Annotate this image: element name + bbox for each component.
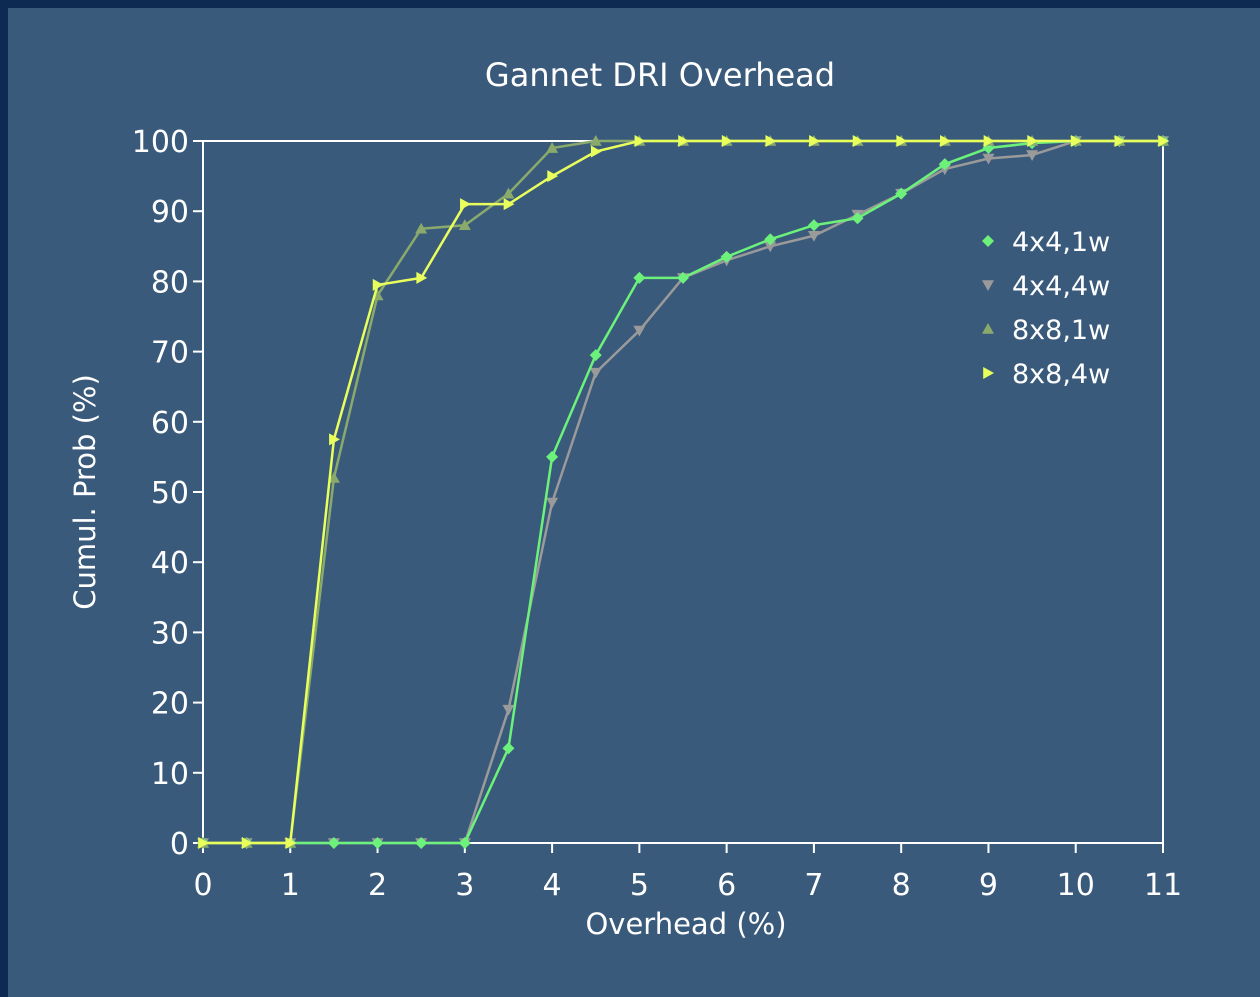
legend-marker	[982, 323, 994, 334]
data-point	[547, 170, 559, 183]
data-point	[1114, 135, 1126, 147]
data-point	[415, 222, 428, 234]
data-point	[327, 837, 340, 849]
x-tick-label: 7	[804, 868, 823, 903]
data-point	[589, 349, 602, 362]
data-point	[851, 212, 864, 225]
data-point	[503, 198, 515, 211]
legend-label: 4x4,1w	[1012, 227, 1110, 258]
data-point	[502, 704, 515, 716]
y-tick-label: 70	[151, 336, 189, 371]
data-point	[634, 135, 646, 147]
data-point	[721, 135, 733, 147]
data-point	[940, 135, 951, 147]
legend-marker	[983, 367, 994, 379]
data-point	[589, 135, 602, 146]
y-tick-label: 0	[170, 827, 189, 862]
x-tick-label: 10	[1057, 868, 1095, 903]
data-point	[852, 135, 864, 147]
data-point	[982, 153, 995, 165]
data-point	[895, 187, 908, 200]
data-point	[241, 837, 253, 849]
chart-title: Gannet DRI Overhead	[485, 56, 835, 94]
y-tick-label: 50	[151, 476, 189, 511]
legend: 4x4,1w 4x4,4w 8x8,1w 8x8,4w	[982, 227, 1110, 390]
legend-marker	[982, 280, 994, 291]
data-point	[372, 278, 384, 291]
y-tick-label: 80	[151, 265, 189, 300]
data-point	[198, 837, 209, 849]
data-point	[938, 158, 951, 171]
y-tick-label: 20	[151, 687, 189, 722]
x-tick-label: 11	[1144, 868, 1182, 903]
data-point	[329, 433, 340, 446]
chart-background	[8, 8, 1260, 997]
data-point	[764, 241, 777, 253]
data-point	[1026, 150, 1039, 162]
y-tick-label: 30	[151, 616, 189, 651]
data-point	[807, 230, 820, 242]
y-tick-label: 40	[151, 546, 189, 581]
data-point	[983, 135, 995, 147]
x-tick-label: 8	[892, 868, 911, 903]
y-tick-label: 100	[132, 125, 189, 160]
data-point	[590, 145, 602, 158]
x-axis-title: Overhead (%)	[585, 907, 786, 941]
y-axis-title: Cumul. Prob (%)	[68, 374, 102, 610]
data-point	[546, 450, 559, 463]
series-8x8,4w	[198, 135, 1169, 849]
data-point	[589, 367, 602, 379]
data-point	[371, 837, 384, 849]
data-point	[809, 135, 820, 147]
y-tick-label: 90	[151, 195, 189, 230]
series-4x4,1w	[197, 135, 1169, 849]
legend-label: 4x4,4w	[1012, 271, 1110, 302]
data-point	[807, 219, 820, 232]
x-tick-label: 5	[630, 868, 649, 903]
data-point	[1070, 135, 1082, 147]
data-point	[416, 271, 428, 284]
data-point	[633, 271, 646, 284]
data-point	[1027, 135, 1039, 147]
legend-label: 8x8,1w	[1012, 315, 1110, 346]
data-point	[1158, 135, 1169, 147]
legend-marker	[982, 235, 994, 247]
data-point	[458, 837, 471, 849]
x-tick-label: 4	[543, 868, 562, 903]
y-tick-label: 10	[151, 757, 189, 792]
x-tick-label: 0	[193, 868, 212, 903]
x-tick-label: 1	[281, 868, 300, 903]
legend-label: 8x8,4w	[1012, 359, 1110, 390]
x-tick-label: 9	[979, 868, 998, 903]
data-point	[720, 250, 733, 263]
y-tick-label: 60	[151, 406, 189, 441]
x-tick-label: 3	[455, 868, 474, 903]
data-point	[764, 233, 777, 246]
data-point	[460, 198, 471, 211]
data-point	[458, 219, 471, 231]
data-point	[765, 135, 777, 147]
x-tick-label: 2	[368, 868, 387, 903]
data-point	[677, 271, 689, 284]
data-point	[327, 471, 340, 483]
data-point	[546, 497, 559, 509]
data-point	[285, 837, 297, 849]
data-point	[633, 325, 646, 337]
data-point	[896, 135, 908, 147]
data-point	[678, 135, 689, 147]
data-point	[415, 837, 428, 849]
plot-area: 0 10 20 30 40 50 60 70 80 90 100 0 1 2 3 4 5 6 7 8 9 10 11	[132, 125, 1182, 903]
x-tick-label: 6	[717, 868, 736, 903]
data-point	[502, 187, 515, 199]
data-point	[546, 142, 559, 153]
data-point	[502, 742, 515, 755]
